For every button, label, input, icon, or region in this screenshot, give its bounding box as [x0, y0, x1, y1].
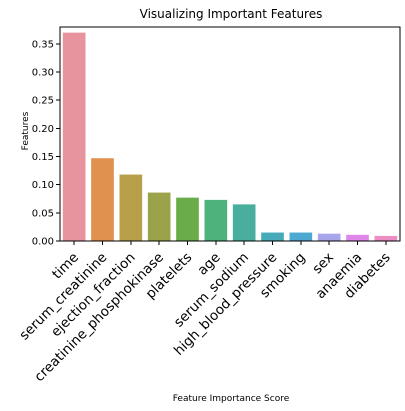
y-tick-label: 0.05	[32, 208, 54, 219]
bar-time	[62, 32, 86, 241]
bar-smoking	[289, 232, 313, 241]
chart-title: Visualizing Important Features	[140, 7, 323, 21]
bar-anaemia	[346, 234, 369, 241]
y-tick-label: 0.00	[32, 237, 54, 248]
x-axis-label: Feature Importance Score	[173, 394, 290, 404]
bar-sex	[317, 233, 341, 241]
y-tick-label: 0.10	[32, 180, 54, 191]
y-tick-label: 0.15	[32, 152, 54, 163]
bar-diabetes	[374, 235, 398, 241]
bar-platelets	[176, 197, 199, 241]
bar-ejection-fraction	[119, 174, 143, 241]
y-tick-label: 0.30	[32, 68, 54, 79]
y-tick-label: 0.35	[32, 39, 54, 50]
plot-frame	[59, 26, 401, 242]
bar-serum-creatinine	[91, 158, 114, 241]
plot-area: 0.000.050.100.150.200.250.300.35timeseru…	[16, 26, 401, 385]
bar-serum-sodium	[232, 204, 256, 241]
bar-age	[204, 199, 228, 241]
y-axis-label: Features	[21, 111, 31, 150]
y-tick-label: 0.25	[32, 96, 54, 107]
bar-creatinine-phosphokinase	[147, 192, 171, 241]
bar-high-blood-pressure	[261, 232, 284, 241]
y-tick-label: 0.20	[32, 124, 54, 135]
